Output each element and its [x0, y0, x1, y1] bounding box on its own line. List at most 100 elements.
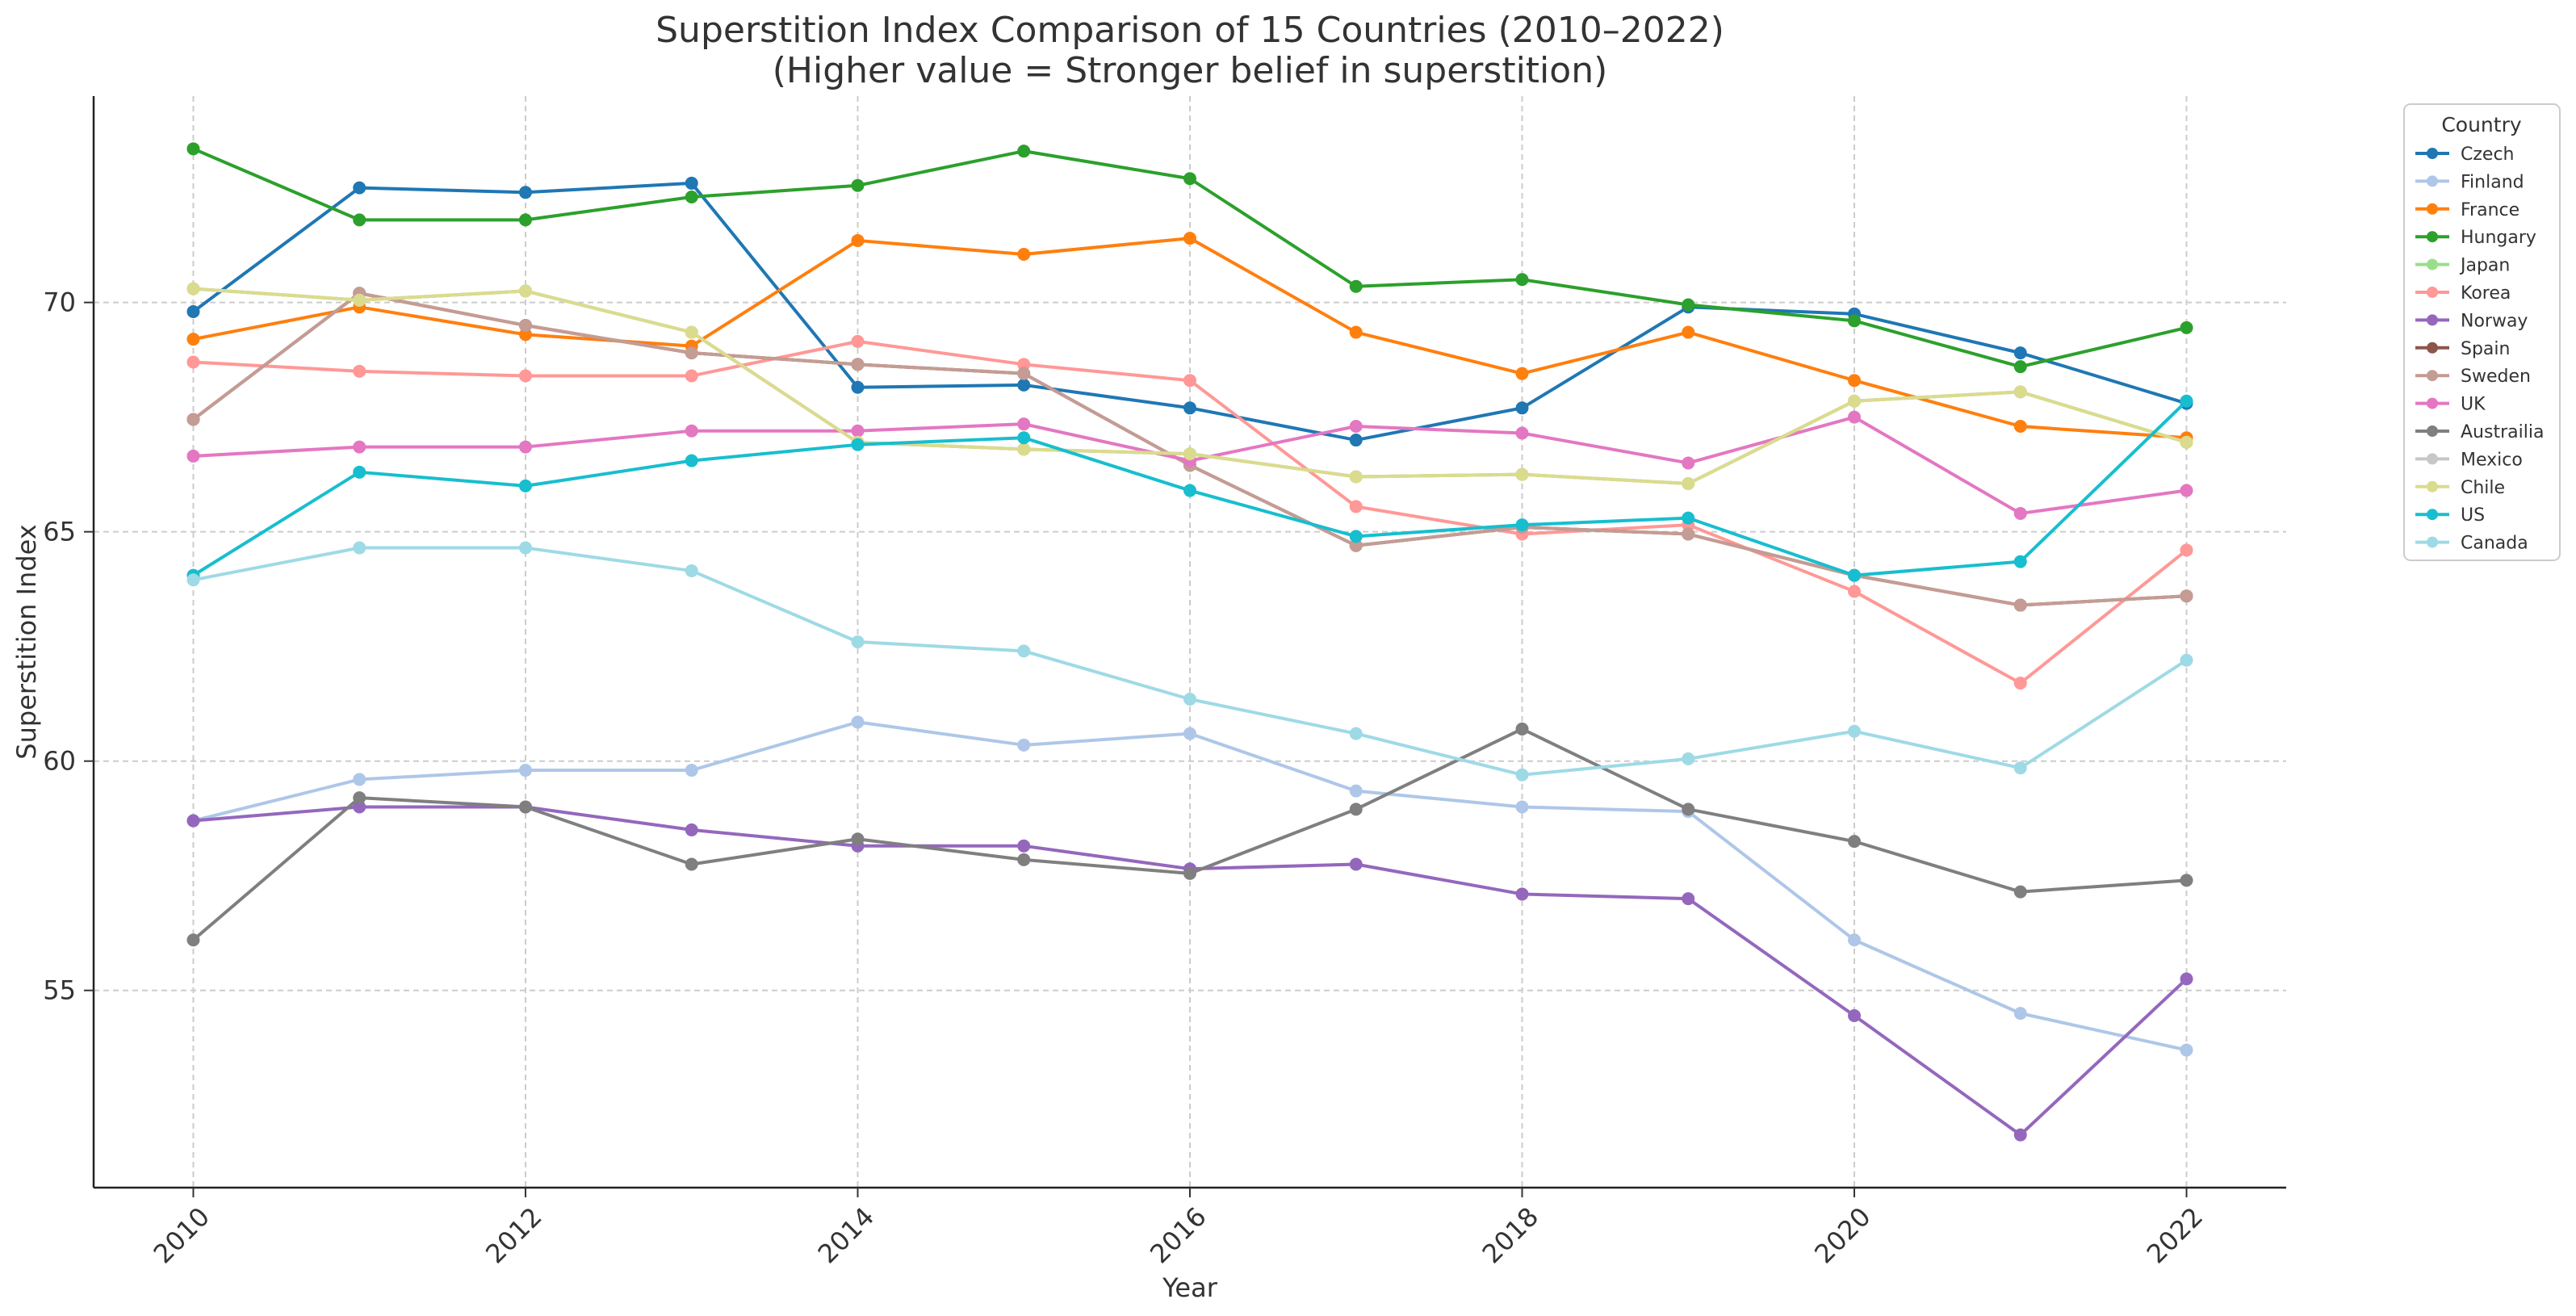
data-point — [1848, 374, 1862, 388]
data-point — [186, 413, 200, 426]
x-axis-label: Year — [1162, 1272, 1218, 1303]
data-point — [1848, 568, 1862, 582]
legend-marker — [2427, 175, 2438, 187]
data-point — [685, 325, 698, 339]
data-point — [1848, 314, 1862, 328]
data-point — [685, 190, 698, 203]
legend-frame — [2403, 103, 2561, 561]
y-tick-label: 60 — [43, 746, 76, 777]
legend-label: Finland — [2461, 172, 2524, 192]
data-point — [1017, 378, 1031, 392]
data-point — [1183, 447, 1196, 461]
legend-item: Hungary — [2415, 228, 2536, 248]
legend-label: Mexico — [2461, 450, 2523, 470]
data-point — [1349, 420, 1363, 434]
data-point — [186, 333, 200, 346]
data-point — [1515, 800, 1529, 814]
data-point — [518, 319, 532, 333]
y-tick-label: 65 — [43, 517, 76, 547]
data-point — [2180, 394, 2193, 408]
legend-label: Spain — [2461, 339, 2510, 359]
legend-marker — [2427, 425, 2438, 437]
legend-label: US — [2461, 505, 2485, 526]
legend-marker — [2427, 370, 2438, 382]
data-point — [186, 142, 200, 156]
data-point — [186, 573, 200, 587]
data-point — [851, 832, 865, 846]
series-czech — [186, 176, 2193, 447]
data-point — [2013, 506, 2027, 520]
y-tick-label: 55 — [43, 975, 76, 1006]
data-point — [186, 355, 200, 369]
data-point — [685, 346, 698, 360]
data-point — [1349, 500, 1363, 513]
data-point — [2180, 1043, 2193, 1057]
data-point — [186, 814, 200, 828]
data-point — [685, 454, 698, 467]
legend-label: Japan — [2459, 256, 2510, 276]
series-canada — [186, 541, 2193, 782]
data-point — [1848, 724, 1862, 738]
data-point — [1349, 434, 1363, 447]
data-point — [518, 369, 532, 383]
data-point — [518, 440, 532, 454]
data-point — [353, 800, 367, 814]
data-point — [1349, 857, 1363, 871]
data-point — [1017, 853, 1031, 866]
data-point — [1515, 467, 1529, 481]
data-point — [1349, 803, 1363, 816]
data-point — [2013, 598, 2027, 612]
data-point — [1349, 539, 1363, 552]
legend-item: Sweden — [2415, 367, 2531, 387]
data-point — [851, 380, 865, 394]
data-point — [2180, 589, 2193, 603]
legend-marker — [2427, 536, 2438, 548]
data-point — [1017, 644, 1031, 658]
data-point — [1682, 803, 1695, 816]
legend-label: Sweden — [2461, 367, 2531, 387]
data-point — [353, 773, 367, 786]
data-point — [186, 449, 200, 463]
legend-item: Czech — [2415, 145, 2514, 165]
legend-marker — [2427, 342, 2438, 354]
data-point — [2180, 543, 2193, 557]
data-point — [1017, 442, 1031, 456]
legend: Country Czech Finland France Hungary Japan Ko… — [2403, 103, 2561, 561]
data-point — [851, 358, 865, 371]
legend-item: UK — [2415, 395, 2486, 415]
data-point — [518, 800, 532, 814]
legend-marker — [2427, 258, 2438, 270]
data-point — [685, 564, 698, 577]
data-point — [851, 715, 865, 729]
data-point — [851, 438, 865, 451]
data-point — [851, 178, 865, 192]
y-tick-label: 70 — [43, 287, 76, 318]
data-point — [685, 764, 698, 777]
data-point — [1349, 325, 1363, 339]
data-point — [1017, 417, 1031, 431]
data-point — [2180, 653, 2193, 667]
legend-label: UK — [2461, 395, 2486, 415]
data-point — [353, 181, 367, 195]
y-axis-label: Superstition Index — [11, 524, 42, 759]
data-point — [685, 823, 698, 836]
legend-marker — [2427, 480, 2438, 492]
data-point — [1349, 470, 1363, 484]
legend-item: Canada — [2415, 534, 2528, 554]
legend-marker — [2427, 287, 2438, 298]
data-point — [1017, 367, 1031, 380]
legend-marker — [2427, 314, 2438, 326]
legend-label: Norway — [2461, 311, 2528, 331]
data-point — [186, 304, 200, 318]
legend-label: Canada — [2461, 534, 2528, 554]
data-point — [1183, 172, 1196, 186]
data-point — [1848, 410, 1862, 424]
data-point — [2013, 1007, 2027, 1021]
legend-item: Chile — [2415, 478, 2505, 498]
legend-item: Korea — [2415, 283, 2511, 304]
series-france — [186, 232, 2193, 445]
data-point — [2013, 555, 2027, 568]
data-point — [353, 364, 367, 378]
data-point — [1183, 693, 1196, 706]
data-point — [1515, 518, 1529, 532]
